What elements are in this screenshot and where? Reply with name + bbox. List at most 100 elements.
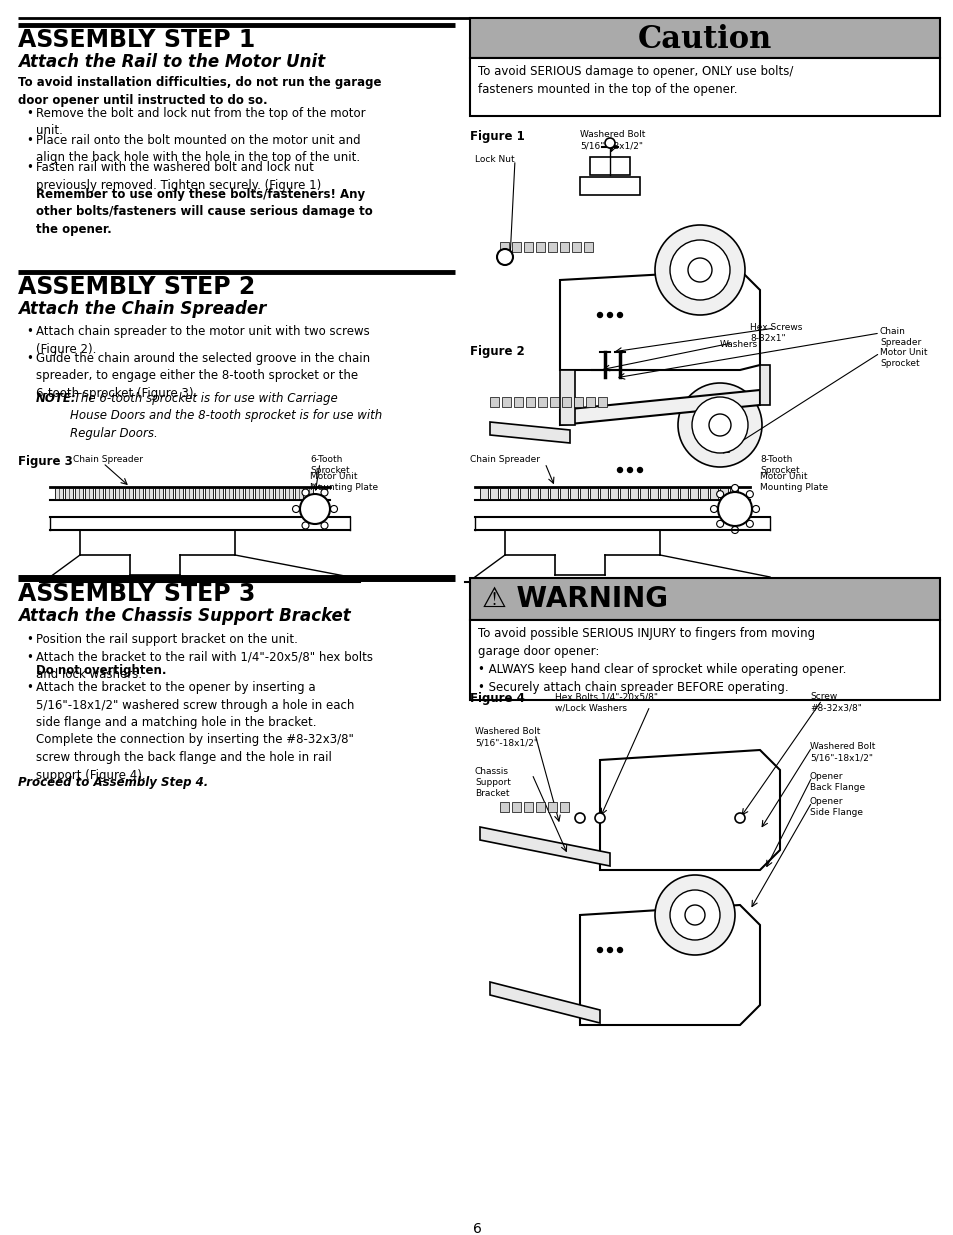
Bar xyxy=(519,488,527,499)
Text: Remember to use only these bolts/fasteners! Any
other bolts/fasteners will cause: Remember to use only these bolts/fastene… xyxy=(36,188,373,236)
Bar xyxy=(559,802,568,811)
Text: ASSEMBLY STEP 1: ASSEMBLY STEP 1 xyxy=(18,28,255,52)
Polygon shape xyxy=(490,422,569,443)
Text: Screw
#8-32x3/8": Screw #8-32x3/8" xyxy=(809,692,861,713)
Circle shape xyxy=(687,258,711,282)
Bar xyxy=(499,242,509,252)
Polygon shape xyxy=(559,390,760,425)
Bar xyxy=(649,488,658,499)
Circle shape xyxy=(655,225,744,315)
Circle shape xyxy=(691,396,747,453)
Circle shape xyxy=(678,383,761,467)
Bar xyxy=(145,488,152,499)
Circle shape xyxy=(607,312,612,317)
Bar xyxy=(659,488,667,499)
Bar xyxy=(550,488,558,499)
Bar xyxy=(501,396,511,408)
Text: Lock Nut: Lock Nut xyxy=(475,156,514,164)
Bar xyxy=(55,488,63,499)
Bar xyxy=(305,488,313,499)
Circle shape xyxy=(745,520,753,527)
Bar xyxy=(105,488,112,499)
Bar xyxy=(254,488,263,499)
Text: Guide the chain around the selected groove in the chain
spreader, to engage eith: Guide the chain around the selected groo… xyxy=(36,352,370,400)
Text: Chain Spreader: Chain Spreader xyxy=(73,454,143,464)
Polygon shape xyxy=(479,827,609,866)
Circle shape xyxy=(320,522,328,529)
Polygon shape xyxy=(599,750,780,869)
Circle shape xyxy=(718,492,751,526)
Text: Chassis
Support
Bracket: Chassis Support Bracket xyxy=(475,767,511,798)
Bar xyxy=(589,488,598,499)
Text: •: • xyxy=(26,161,32,174)
Text: Washered Bolt
5/16"-18x1/2": Washered Bolt 5/16"-18x1/2" xyxy=(809,742,875,762)
Bar xyxy=(512,802,520,811)
Text: Attach chain spreader to the motor unit with two screws
(Figure 2).: Attach chain spreader to the motor unit … xyxy=(36,325,370,356)
Bar xyxy=(569,488,578,499)
Bar xyxy=(85,488,92,499)
Bar xyxy=(539,488,547,499)
Bar xyxy=(536,242,544,252)
Bar xyxy=(598,396,606,408)
Bar xyxy=(214,488,223,499)
Bar xyxy=(559,488,567,499)
Circle shape xyxy=(716,490,723,498)
Bar xyxy=(669,488,678,499)
Circle shape xyxy=(597,947,602,952)
Polygon shape xyxy=(559,370,575,425)
Text: Hex Bolts 1/4"-20x5/8"
w/Lock Washers: Hex Bolts 1/4"-20x5/8" w/Lock Washers xyxy=(555,692,658,713)
Bar xyxy=(512,242,520,252)
Bar xyxy=(579,488,587,499)
Text: Figure 2: Figure 2 xyxy=(470,345,524,358)
Circle shape xyxy=(575,813,584,823)
Circle shape xyxy=(745,490,753,498)
Polygon shape xyxy=(760,366,769,405)
Text: Proceed to Assembly Step 4.: Proceed to Assembly Step 4. xyxy=(18,776,208,789)
Text: •: • xyxy=(26,352,32,366)
Bar xyxy=(225,488,233,499)
Text: Motor Unit
Sprocket: Motor Unit Sprocket xyxy=(879,348,926,368)
Circle shape xyxy=(607,947,612,952)
Bar xyxy=(499,488,507,499)
Bar xyxy=(530,488,537,499)
Circle shape xyxy=(716,520,723,527)
Bar xyxy=(709,488,718,499)
Circle shape xyxy=(497,249,513,266)
Bar xyxy=(490,396,498,408)
Bar xyxy=(294,488,303,499)
Text: Figure 4: Figure 4 xyxy=(470,692,524,705)
Bar xyxy=(547,242,557,252)
Bar xyxy=(559,242,568,252)
Bar xyxy=(589,157,629,175)
Text: •: • xyxy=(26,107,32,120)
Bar xyxy=(510,488,517,499)
Bar xyxy=(470,58,939,116)
Circle shape xyxy=(655,876,734,955)
Bar xyxy=(75,488,83,499)
Text: Hex Screws
8-32x1": Hex Screws 8-32x1" xyxy=(749,324,801,343)
Text: To avoid SERIOUS damage to opener, ONLY use bolts/
fasteners mounted in the top : To avoid SERIOUS damage to opener, ONLY … xyxy=(477,65,793,96)
Circle shape xyxy=(684,905,704,925)
Circle shape xyxy=(299,494,330,524)
Polygon shape xyxy=(559,270,760,370)
Circle shape xyxy=(752,505,759,513)
Polygon shape xyxy=(579,905,760,1025)
Bar xyxy=(689,488,698,499)
Bar xyxy=(194,488,203,499)
Bar xyxy=(135,488,143,499)
Text: Chain Spreader: Chain Spreader xyxy=(470,454,539,464)
Bar xyxy=(95,488,103,499)
Text: Position the rail support bracket on the unit.: Position the rail support bracket on the… xyxy=(36,634,297,646)
Text: 8-Tooth
Sprocket: 8-Tooth Sprocket xyxy=(760,454,799,475)
Bar xyxy=(523,242,533,252)
Bar xyxy=(470,578,939,620)
Circle shape xyxy=(595,813,604,823)
Bar xyxy=(550,396,558,408)
Bar xyxy=(470,620,939,700)
Circle shape xyxy=(617,947,622,952)
Bar xyxy=(583,242,593,252)
Circle shape xyxy=(604,138,615,148)
Bar xyxy=(65,488,73,499)
Text: Remove the bolt and lock nut from the top of the motor
unit.: Remove the bolt and lock nut from the to… xyxy=(36,107,365,137)
Text: Motor Unit
Mounting Plate: Motor Unit Mounting Plate xyxy=(310,472,377,492)
